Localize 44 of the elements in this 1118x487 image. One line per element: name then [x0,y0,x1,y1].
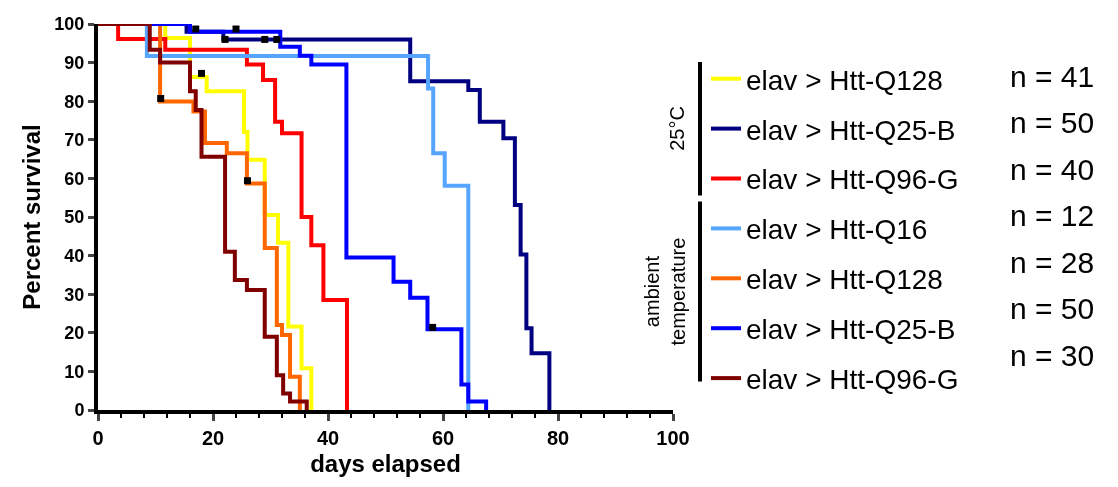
legend-label: elav > Htt-Q96-G [746,164,959,196]
y-tick-label: 50 [64,207,85,228]
text: n = 40 [1010,153,1095,186]
point [261,35,269,43]
annotation: ambient temperature [640,237,689,346]
x-tick-label: 40 [316,427,340,449]
y-tick-label: 70 [64,130,85,151]
legend-label: elav > Htt-Q25-B [746,314,956,346]
y-tick-label: 20 [64,323,85,344]
text: n = 28 [1010,246,1095,279]
x-tick-label: 20 [201,427,225,449]
x-tick-label: 100 [656,427,690,449]
legend-label: elav > Htt-Q128 [746,64,943,96]
text: n = 50 [1010,106,1095,139]
y-tick-label: 80 [64,91,85,112]
point [244,177,251,185]
y-tick-label: 10 [64,361,85,382]
point [232,25,240,33]
text: n = 50 [1010,292,1095,325]
annotation: 25°C [666,106,689,151]
x-tick-label: 0 [92,427,104,449]
legend-label: elav > Htt-Q16 [746,214,928,246]
legend-label: elav > Htt-Q25-B [746,114,956,146]
point [157,95,165,102]
point [192,25,200,33]
x-axis-title: days elapsed [310,449,461,477]
legend-label: elav > Htt-Q96-G [746,364,959,396]
point [429,323,437,331]
point [221,35,229,43]
legend-label: elav > Htt-Q128 [746,264,943,296]
y-tick-label: 100 [54,14,85,35]
point [273,35,281,43]
y-axis-title: Percent survival [17,124,45,310]
text: n = 41 [1010,60,1095,93]
y-tick-label: 40 [64,245,85,266]
x-tick-label: 60 [431,427,455,449]
text: n = 12 [1010,199,1095,232]
x-tick-label: 80 [546,427,570,449]
text: n = 30 [1010,339,1095,372]
point [198,69,205,77]
y-tick-label: 90 [64,52,85,73]
y-tick-label: 0 [74,400,85,421]
y-tick-label: 60 [64,168,85,189]
y-tick-label: 30 [64,284,85,305]
